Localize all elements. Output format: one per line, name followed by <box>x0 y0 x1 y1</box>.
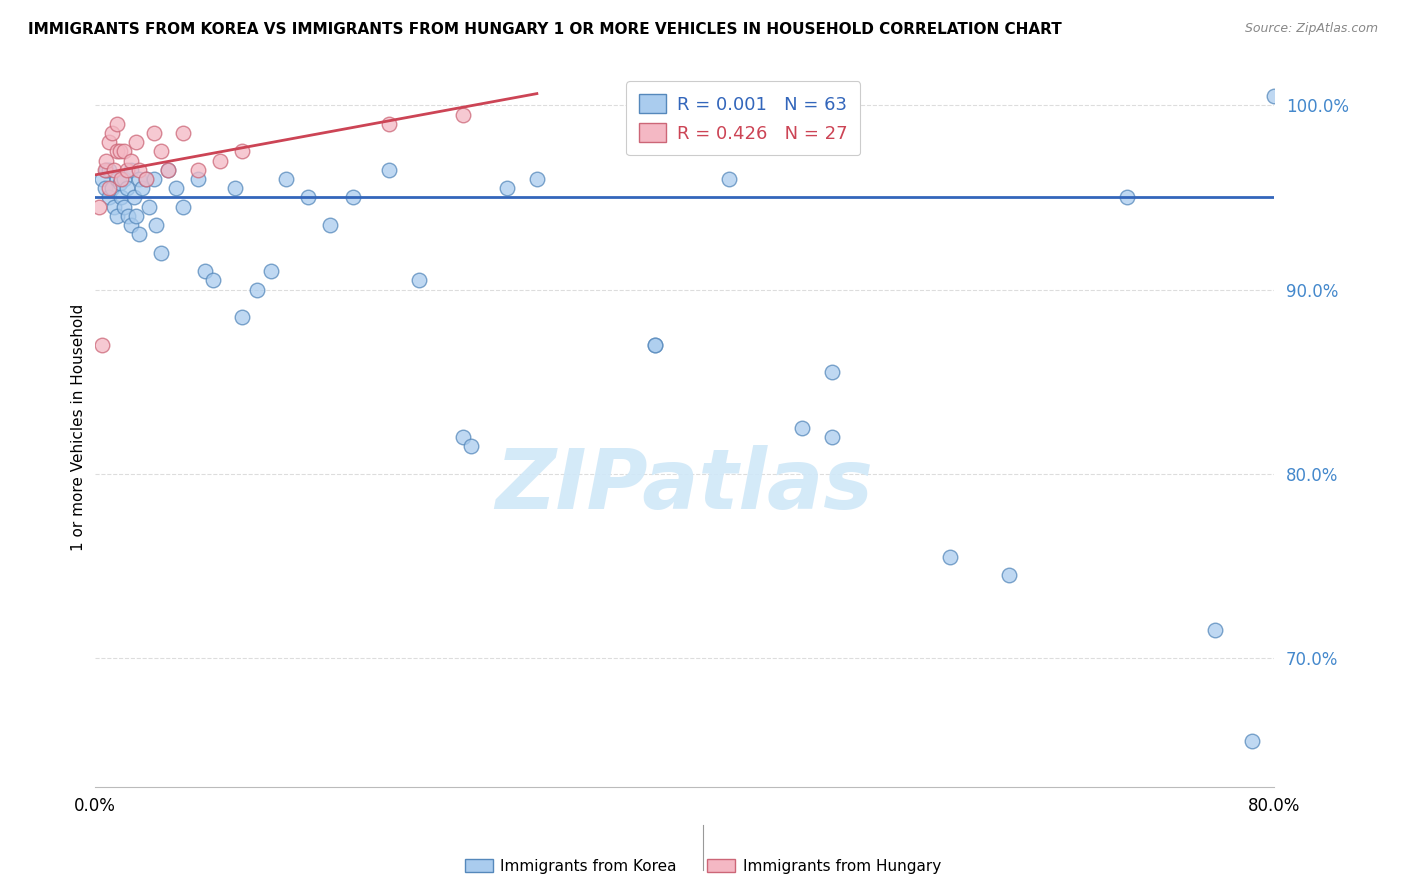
Point <box>135 172 157 186</box>
Point <box>451 107 474 121</box>
Point <box>145 218 167 232</box>
Point <box>120 162 142 177</box>
Point <box>103 200 125 214</box>
Point <box>260 264 283 278</box>
Point <box>644 338 666 352</box>
Point <box>142 172 165 186</box>
Point <box>187 162 209 177</box>
Point <box>142 126 165 140</box>
Point <box>115 162 138 177</box>
Point <box>149 145 172 159</box>
Point <box>128 162 150 177</box>
Point <box>135 172 157 186</box>
Point <box>165 181 187 195</box>
Point <box>138 200 160 214</box>
Point <box>98 181 121 195</box>
Point <box>187 172 209 186</box>
Point <box>451 430 474 444</box>
Point <box>496 181 519 195</box>
Point <box>105 117 128 131</box>
Point <box>378 117 401 131</box>
Text: ZIPatlas: ZIPatlas <box>495 444 873 525</box>
Point <box>1263 89 1285 103</box>
Point <box>125 135 148 149</box>
Point <box>342 190 364 204</box>
Point <box>157 162 180 177</box>
Point <box>172 126 194 140</box>
Point <box>98 162 121 177</box>
Point <box>172 200 194 214</box>
Point <box>297 190 319 204</box>
Point <box>231 145 253 159</box>
Point <box>98 190 121 204</box>
Point <box>194 264 217 278</box>
Point <box>378 162 401 177</box>
Point <box>108 176 131 190</box>
Point <box>110 190 132 204</box>
Point <box>117 209 139 223</box>
Point <box>408 273 430 287</box>
Point <box>1204 624 1226 638</box>
Point <box>157 162 180 177</box>
Point <box>201 273 224 287</box>
Point <box>94 162 117 177</box>
Point <box>128 227 150 242</box>
Point <box>526 172 548 186</box>
Point <box>91 338 114 352</box>
Point <box>112 172 135 186</box>
Legend: R = 0.001   N = 63, R = 0.426   N = 27: R = 0.001 N = 63, R = 0.426 N = 27 <box>626 81 860 155</box>
Point <box>276 172 298 186</box>
Point <box>1240 733 1263 747</box>
Point <box>997 568 1019 582</box>
Point <box>644 338 666 352</box>
Point <box>105 209 128 223</box>
Point <box>87 200 110 214</box>
Point <box>105 172 128 186</box>
Point <box>98 135 121 149</box>
Point <box>124 190 146 204</box>
Text: IMMIGRANTS FROM KOREA VS IMMIGRANTS FROM HUNGARY 1 OR MORE VEHICLES IN HOUSEHOLD: IMMIGRANTS FROM KOREA VS IMMIGRANTS FROM… <box>28 22 1062 37</box>
Point <box>208 153 231 168</box>
Point <box>120 218 142 232</box>
Point <box>108 145 131 159</box>
Point <box>938 549 960 564</box>
Point <box>105 145 128 159</box>
Point <box>821 430 844 444</box>
Point <box>94 181 117 195</box>
Legend: Immigrants from Korea, Immigrants from Hungary: Immigrants from Korea, Immigrants from H… <box>460 853 946 880</box>
Point <box>460 439 482 453</box>
Point <box>96 153 118 168</box>
Point <box>319 218 342 232</box>
Point <box>112 145 135 159</box>
Point <box>1115 190 1137 204</box>
Point <box>128 172 150 186</box>
Point <box>149 245 172 260</box>
Point <box>125 209 148 223</box>
Point <box>231 310 253 325</box>
Point <box>246 283 269 297</box>
Point <box>224 181 246 195</box>
Y-axis label: 1 or more Vehicles in Household: 1 or more Vehicles in Household <box>72 304 86 551</box>
Point <box>103 162 125 177</box>
Point <box>96 162 118 177</box>
Point <box>131 181 153 195</box>
Point <box>110 172 132 186</box>
Point <box>101 181 124 195</box>
Point <box>717 172 740 186</box>
Point <box>112 200 135 214</box>
Point <box>821 366 844 380</box>
Point <box>792 420 814 434</box>
Point <box>91 172 114 186</box>
Point <box>120 153 142 168</box>
Point <box>115 181 138 195</box>
Text: Source: ZipAtlas.com: Source: ZipAtlas.com <box>1244 22 1378 36</box>
Point <box>101 126 124 140</box>
